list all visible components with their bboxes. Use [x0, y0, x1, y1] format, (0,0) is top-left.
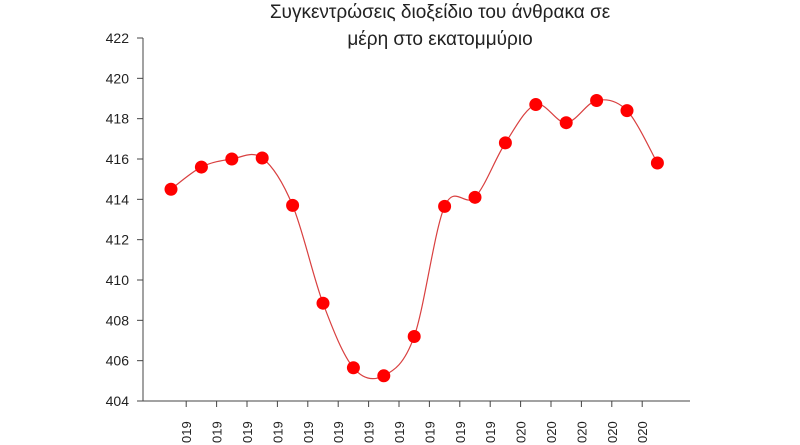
x-tick-label: 020 [605, 421, 620, 443]
x-tick-label: 020 [635, 421, 650, 443]
data-point [620, 104, 634, 118]
x-tick-label: 019 [179, 421, 194, 443]
y-tick-label: 416 [106, 151, 130, 167]
x-tick-label: 019 [422, 421, 437, 443]
x-tick-label: 019 [210, 421, 225, 443]
data-point [286, 198, 300, 212]
y-tick-label: 420 [106, 70, 130, 86]
x-tick-label: 019 [362, 421, 377, 443]
x-tick-label: 019 [301, 421, 316, 443]
data-point [225, 152, 239, 166]
x-tick-label: 019 [240, 421, 255, 443]
chart-title-line-2: μέρη στο εκατομμύριο [347, 29, 533, 50]
x-tick-label: 019 [453, 421, 468, 443]
x-tick-label: 020 [574, 421, 589, 443]
data-point [498, 136, 512, 150]
data-point [559, 116, 573, 130]
data-point [194, 160, 208, 174]
y-tick-label: 418 [106, 111, 130, 127]
data-point [650, 156, 664, 170]
x-tick-label: 020 [544, 421, 559, 443]
data-point [164, 182, 178, 196]
y-tick-label: 406 [106, 353, 130, 369]
data-point [255, 151, 269, 165]
data-point [316, 296, 330, 310]
data-point [377, 369, 391, 383]
data-point [529, 98, 543, 112]
x-tick-label: 019 [483, 421, 498, 443]
data-point [438, 199, 452, 213]
data-point [468, 190, 482, 204]
x-tick-label: 019 [331, 421, 346, 443]
y-tick-label: 414 [106, 191, 130, 207]
y-tick-label: 408 [106, 312, 130, 328]
y-tick-label: 422 [106, 30, 130, 46]
x-tick-label: 020 [514, 421, 529, 443]
y-tick-label: 410 [106, 272, 130, 288]
x-tick-label: 019 [392, 421, 407, 443]
y-tick-label: 404 [106, 393, 130, 409]
data-point [346, 361, 360, 375]
data-point [590, 94, 604, 108]
y-tick-label: 412 [106, 232, 130, 248]
x-tick-label: 019 [270, 421, 285, 443]
chart-title-line-1: Συγκεντρώσεις διοξείδιο του άνθρακα σε [269, 2, 611, 23]
data-point [407, 329, 421, 343]
